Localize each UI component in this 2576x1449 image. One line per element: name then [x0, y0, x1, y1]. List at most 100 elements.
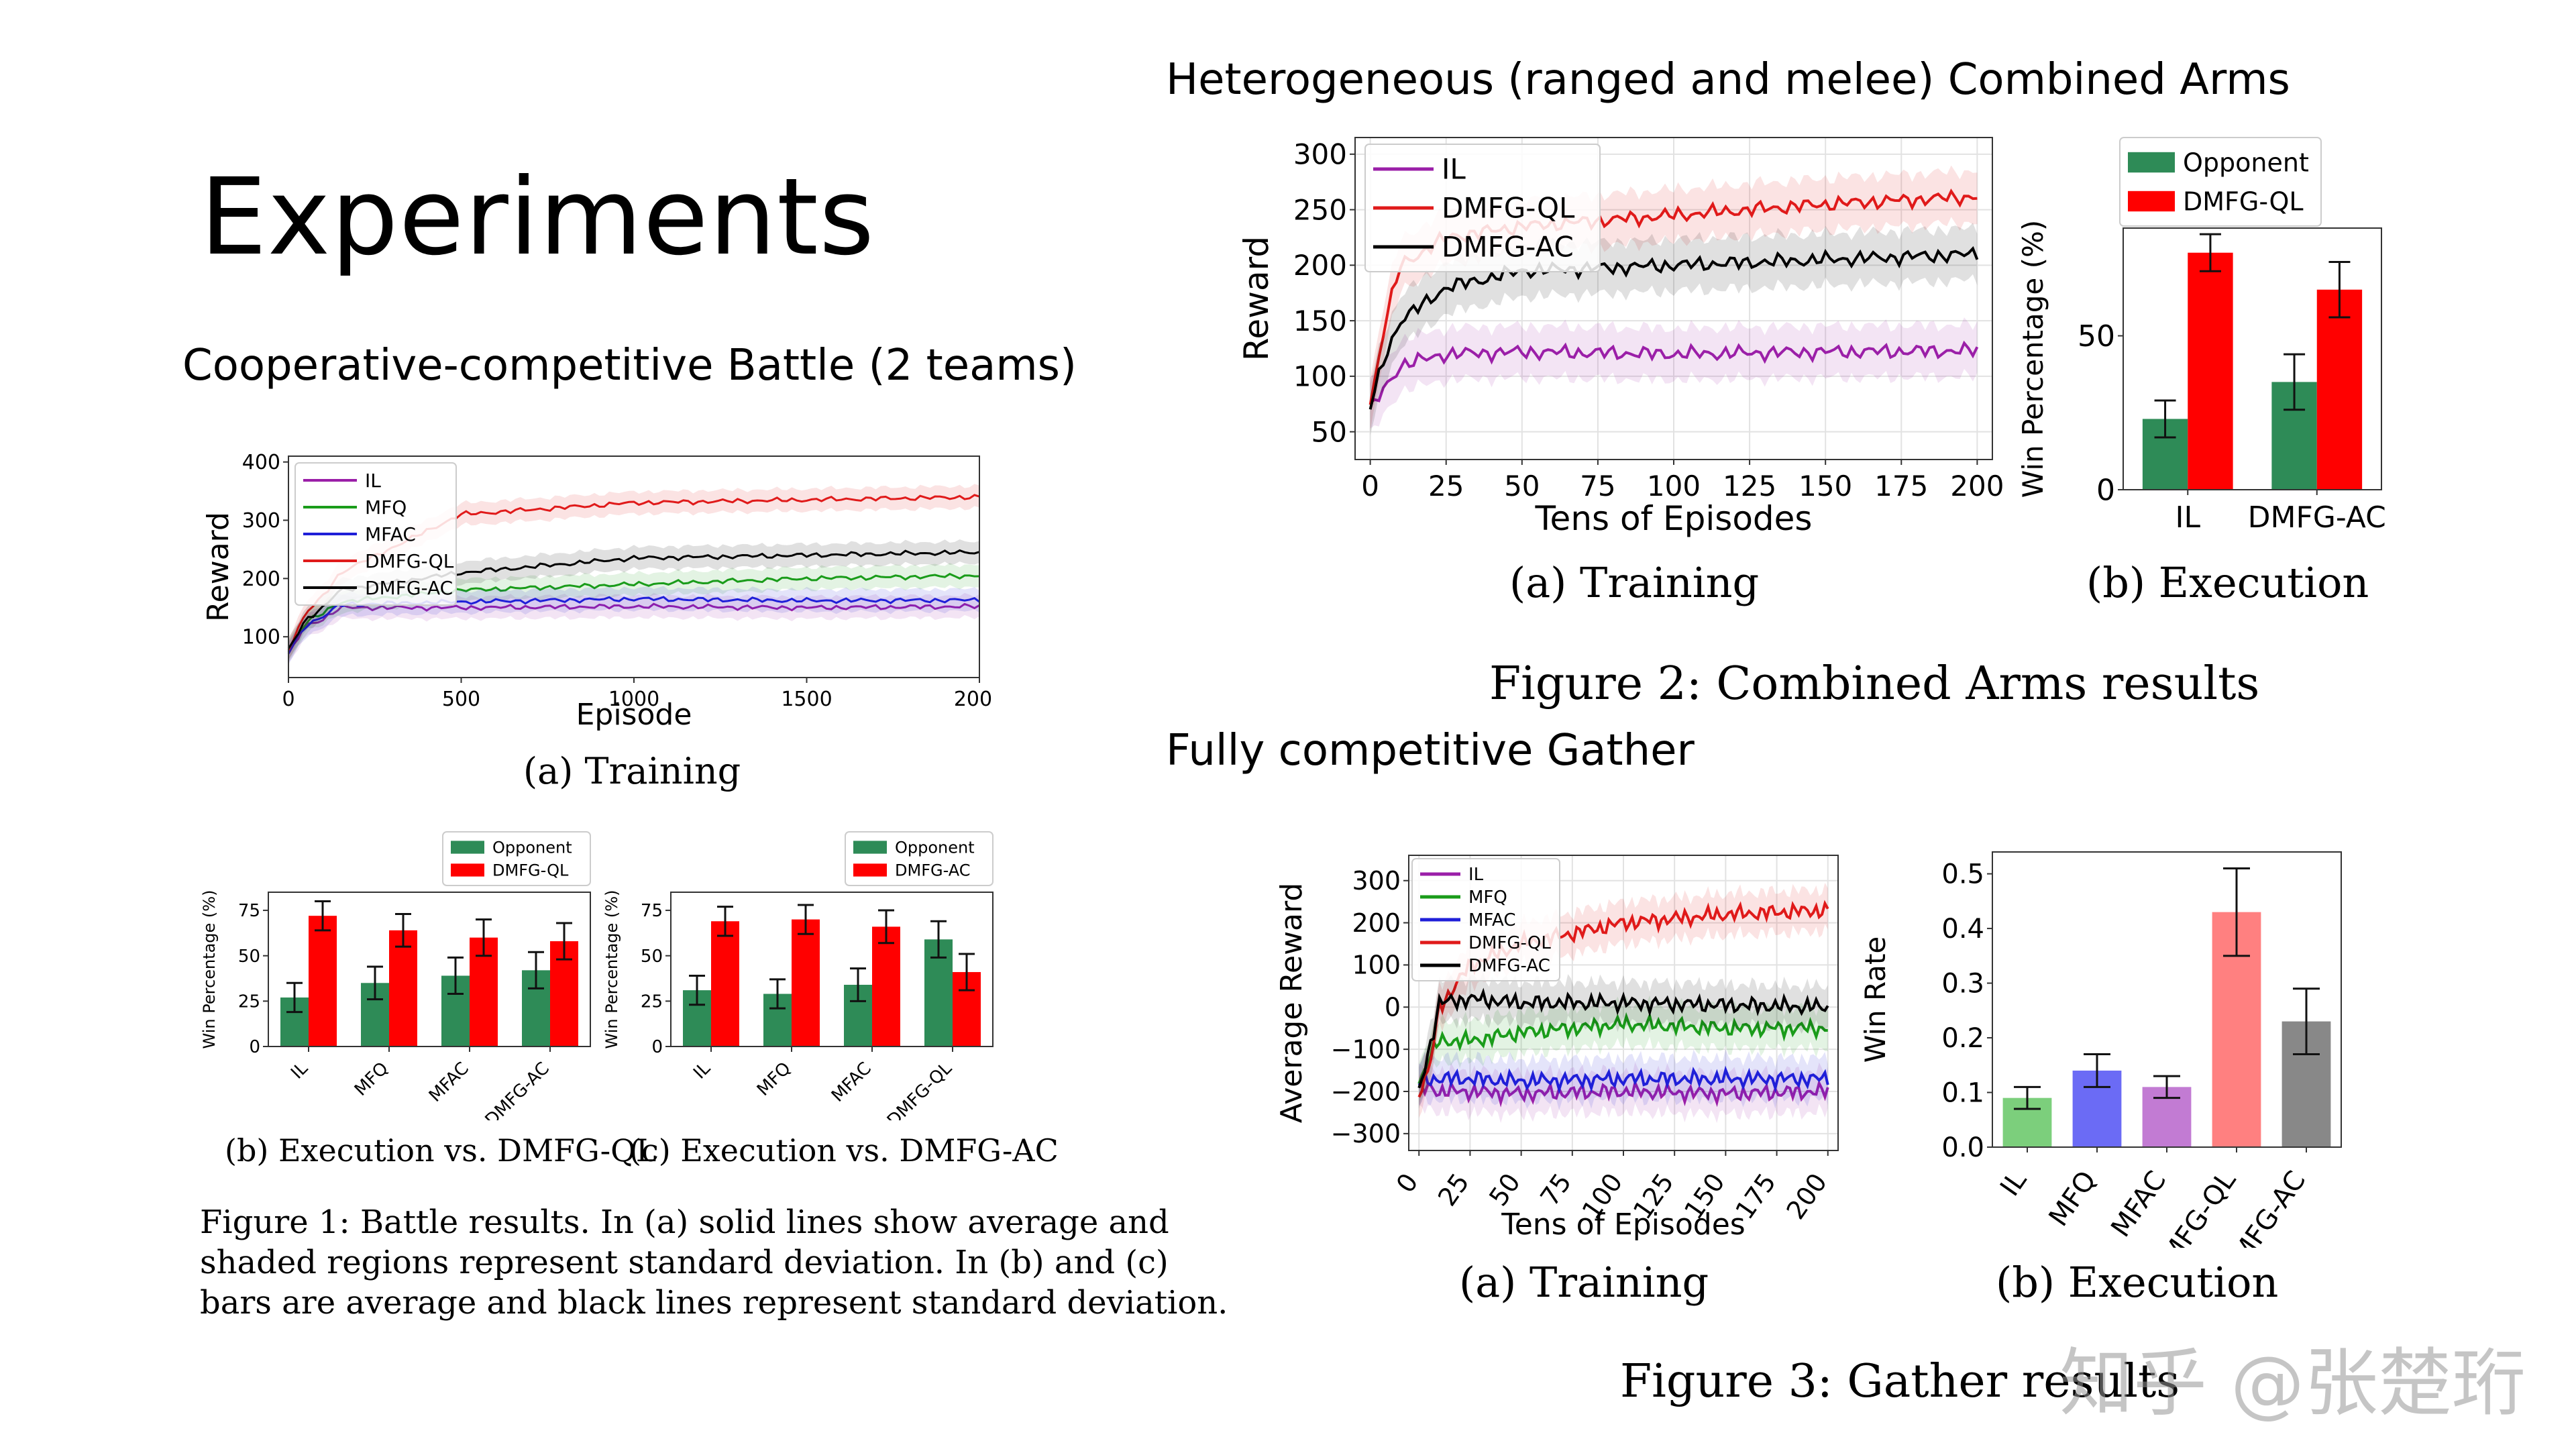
figure1-caption-line2: shaded regions represent standard deviat… [200, 1244, 1169, 1281]
x-tick-label: 50 [1504, 470, 1540, 502]
bar-dmfg-ql-mfq [389, 930, 417, 1046]
legend-label-dmfg-ql: DMFG-QL [492, 861, 569, 879]
std-band-il [1370, 317, 1978, 429]
y-tick-label: 100 [1352, 951, 1401, 980]
arms-execution-chart: 0 50 IL DMFG-AC Win Percentage (%) Opponent DM… [2017, 137, 2386, 535]
std-band-mfac [1419, 1049, 1828, 1110]
x-tick-label: MFAC [2105, 1165, 2172, 1242]
legend-swatch-dmfg-ql [2128, 191, 2175, 212]
y-tick-label: 200 [1293, 249, 1347, 282]
x-axis-label: Tens of Episodes [1535, 499, 1813, 538]
legend-swatch-dmfg-ac [853, 863, 887, 877]
legend-label-dmfg-ql: DMFG-QL [1442, 192, 1575, 225]
figure1-caption-line1: Figure 1: Battle results. In (a) solid l… [200, 1203, 1169, 1241]
gather-execution-caption: (b) Execution [1996, 1258, 2279, 1307]
x-tick-label: 50 [1483, 1168, 1526, 1212]
series-line-mfq [1417, 1011, 1828, 1085]
y-tick-label: 100 [1293, 360, 1347, 393]
x-tick-label: IL [2176, 500, 2201, 535]
battle-exec-ql-caption: (b) Execution vs. DMFG-QL [225, 1132, 657, 1169]
x-tick-label: 1000 [608, 688, 659, 711]
legend-swatch-dmfg-ql [451, 863, 484, 877]
gather-training-chart: 0 25 50 75100125150175200−300−200−100010020… [1275, 855, 1839, 1242]
figure2-caption: Figure 2: Combined Arms results [1489, 657, 2260, 710]
figure3-caption: Figure 3: Gather results [1620, 1355, 2180, 1408]
series-line-il [287, 602, 980, 653]
legend-label-il: IL [1468, 865, 1484, 885]
legend-label-dmfg-ql: DMFG-QL [1468, 933, 1551, 953]
plot-frame [268, 892, 591, 1047]
bar-dmfg-ac-mfq [792, 919, 820, 1046]
x-tick-label: 0 [1361, 470, 1379, 502]
y-tick-label: 75 [238, 901, 260, 921]
section-gather-heading: Fully competitive Gather [1166, 726, 1695, 775]
y-tick-label: 0.4 [1941, 914, 1984, 945]
y-axis-label: Reward [201, 512, 235, 622]
std-band-il [288, 592, 979, 663]
series-line-dmfg-ac [1417, 987, 1829, 1089]
bar-dmfg-ql-dmfg-ac [2316, 289, 2363, 490]
y-tick-label: −200 [1331, 1077, 1401, 1106]
x-tick-label: MFAC [425, 1059, 473, 1106]
y-axis-label: Win Percentage (%) [2017, 220, 2049, 498]
y-tick-label: 0.2 [1941, 1023, 1984, 1054]
std-band-dmfg-ac [1370, 223, 1978, 435]
x-tick-label: 200 [1780, 1168, 1833, 1225]
y-tick-label: 300 [1293, 138, 1347, 171]
y-tick-label: 300 [1352, 866, 1401, 896]
battle-training-caption: (a) Training [523, 750, 741, 792]
legend-swatch-opponent [2128, 152, 2175, 173]
section-combined-arms-heading: Heterogeneous (ranged and melee) Combine… [1166, 55, 2290, 105]
bar-dmfg-ac-mfac [872, 926, 900, 1046]
y-axis-label: Win Percentage (%) [200, 890, 219, 1049]
legend-label-dmfg-ql: DMFG-QL [2183, 186, 2304, 216]
y-tick-label: 250 [1293, 193, 1347, 226]
plot-frame [2123, 227, 2382, 490]
legend-swatch-opponent [451, 841, 484, 854]
legend-label-opponent: Opponent [492, 838, 572, 857]
x-tick-label: 75 [1534, 1168, 1577, 1212]
legend-label-opponent: Opponent [2183, 148, 2309, 177]
plot-frame [670, 892, 994, 1047]
y-tick-label: 0 [651, 1037, 663, 1057]
y-tick-label: 200 [1352, 908, 1401, 938]
series-line-il [1417, 1078, 1829, 1108]
std-band-dmfg-ql [288, 484, 979, 661]
battle-exec-ac-chart: 0 25 50 75 IL MFQ MFAC DMFG-QL Win Percentage (%… [604, 831, 994, 1120]
y-tick-label: 0.1 [1941, 1078, 1984, 1109]
bar-dmfg-ql-il [2188, 252, 2233, 490]
y-tick-label: 75 [641, 901, 663, 921]
x-tick-label: DMFG-AC [2248, 500, 2386, 535]
y-tick-label: 0 [1385, 993, 1401, 1022]
legend-label-dmfg-ac: DMFG-AC [895, 861, 970, 879]
series-line-mfac [1417, 1065, 1829, 1095]
y-tick-label: 100 [242, 626, 280, 649]
y-tick-label: 200 [242, 568, 280, 591]
x-tick-label: 150 [1799, 470, 1852, 502]
std-band-mfac [288, 586, 979, 665]
x-axis-label: Episode [576, 698, 692, 732]
y-tick-label: −300 [1331, 1119, 1401, 1148]
figure1-caption-line3: bars are average and black lines represe… [200, 1284, 1228, 1322]
series-line-il [1369, 340, 1979, 404]
y-tick-label: 300 [242, 509, 280, 533]
y-axis-label: Reward [1237, 236, 1276, 361]
x-axis-label: Tens of Episodes [1501, 1208, 1745, 1242]
std-band-dmfg-ac [288, 539, 979, 660]
y-tick-label: 50 [1311, 415, 1347, 448]
arms-execution-caption: (b) Execution [2086, 558, 2369, 607]
legend-box [294, 462, 457, 606]
x-tick-label: MFAC [828, 1059, 875, 1106]
y-tick-label: 400 [242, 451, 280, 474]
x-tick-label: 25 [1432, 1168, 1475, 1212]
y-tick-label: 50 [2078, 319, 2115, 354]
x-tick-label: 200 [1950, 470, 2004, 502]
y-tick-label: −100 [1331, 1034, 1401, 1064]
y-tick-label: 50 [238, 947, 260, 967]
x-tick-label: IL [287, 1058, 312, 1083]
legend-label-il: IL [365, 470, 381, 492]
arms-training-caption: (a) Training [1509, 558, 1760, 607]
x-tick-label: MFQ [351, 1059, 392, 1100]
x-tick-label: 500 [442, 688, 480, 711]
y-tick-label: 25 [641, 991, 663, 1012]
